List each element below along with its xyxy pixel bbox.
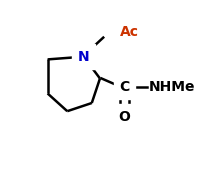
Text: NHMe: NHMe xyxy=(149,80,196,94)
Text: N: N xyxy=(78,50,89,64)
Text: Ac: Ac xyxy=(120,25,139,39)
Text: O: O xyxy=(119,110,130,124)
Text: C: C xyxy=(119,80,130,94)
